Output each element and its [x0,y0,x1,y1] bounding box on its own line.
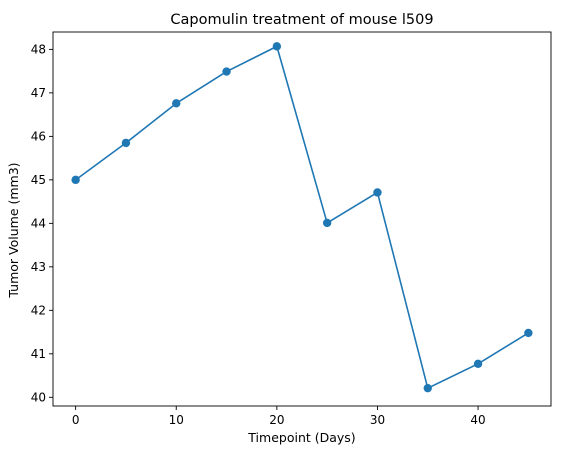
y-tick-label: 45 [31,173,46,187]
y-axis-label: Tumor Volume (mm3) [6,162,21,298]
chart-title: Capomulin treatment of mouse l509 [170,12,433,28]
data-point [71,175,80,185]
data-point [172,99,181,108]
x-tick-label: 10 [169,413,184,427]
y-tick-label: 41 [31,347,46,361]
x-tick-label: 40 [470,413,485,427]
y-tick-label: 47 [31,86,46,100]
y-tick-label: 44 [31,216,46,230]
data-point [272,42,282,51]
x-tick-label: 0 [72,413,80,427]
x-axis-label: Timepoint (Days) [247,430,355,445]
y-tick-label: 48 [31,42,46,56]
data-point [473,359,483,369]
series-line [75,45,529,389]
x-tick-label: 20 [269,413,284,427]
data-point [423,383,432,393]
plot-frame [52,31,552,407]
data-point [121,138,131,148]
data-point [524,328,533,338]
y-tick-label: 40 [31,390,46,404]
plot-area: 0 10 20 30 40 40 41 42 43 44 45 46 47 48 [31,31,552,427]
x-tick-label: 30 [370,413,385,427]
data-point [322,218,332,228]
y-tick-label: 43 [31,260,46,274]
y-tick-label: 42 [31,303,46,317]
y-tick-label: 46 [31,129,46,143]
data-point [222,67,231,76]
data-point [373,188,382,197]
